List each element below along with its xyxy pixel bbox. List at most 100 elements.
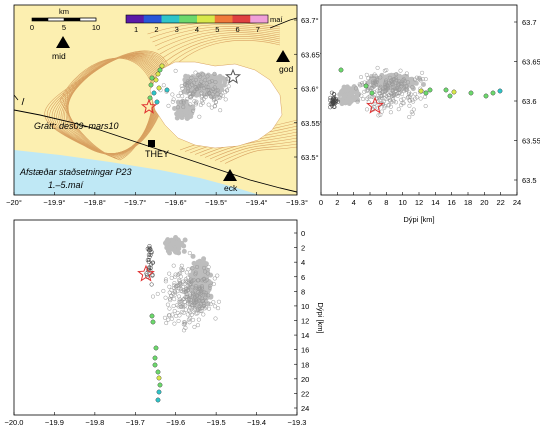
contour-line xyxy=(149,24,281,39)
event-marker xyxy=(405,80,411,85)
relocated-event xyxy=(154,99,160,105)
event-marker xyxy=(177,299,182,304)
y-tick-label: 63.6 xyxy=(522,97,537,106)
event-marker xyxy=(407,114,412,120)
x-tick-label: 16 xyxy=(447,198,455,207)
contour-line xyxy=(56,54,166,154)
event-marker xyxy=(198,291,203,296)
contour-line xyxy=(224,146,297,164)
event-marker xyxy=(190,304,195,309)
event-marker xyxy=(361,96,366,102)
road-line xyxy=(269,17,297,29)
relocated-event xyxy=(149,75,155,81)
relocated-event xyxy=(490,90,496,96)
y-tick-label: 2 xyxy=(301,244,305,253)
x-axis-title: Dýpi [km] xyxy=(403,215,434,224)
event-marker xyxy=(405,87,410,92)
event-marker xyxy=(184,294,189,299)
event-marker xyxy=(181,297,186,302)
event-marker xyxy=(199,95,204,100)
relocated-event xyxy=(418,88,424,94)
event-marker xyxy=(209,78,214,84)
event-blob xyxy=(213,77,219,83)
colorbar-tick: 4 xyxy=(195,25,199,34)
x-tick-label: 0 xyxy=(319,198,323,207)
x-tick-label: 14 xyxy=(431,198,439,207)
event-marker xyxy=(211,300,216,305)
event-marker xyxy=(203,279,208,284)
event-blob xyxy=(409,76,415,82)
event-marker xyxy=(372,73,377,78)
event-marker xyxy=(188,102,193,107)
event-marker xyxy=(205,271,210,276)
event-marker xyxy=(167,284,172,289)
relocated-event xyxy=(156,389,162,395)
event-marker xyxy=(410,85,415,90)
x-tick-label: 4 xyxy=(352,198,356,207)
event-marker xyxy=(414,95,419,100)
event-marker xyxy=(353,86,359,91)
event-blob xyxy=(168,245,174,251)
x-tick-label: −19.6° xyxy=(165,198,187,207)
event-marker xyxy=(203,290,208,296)
event-marker xyxy=(145,258,150,263)
colorbar-unit: maí xyxy=(270,15,283,24)
event-blob xyxy=(354,90,360,96)
event-marker xyxy=(204,277,209,283)
event-marker xyxy=(173,68,178,73)
event-marker xyxy=(175,303,180,308)
event-marker xyxy=(192,296,197,302)
event-marker xyxy=(199,290,204,295)
contour-line xyxy=(162,34,281,59)
event-marker xyxy=(170,312,175,317)
y-tick-label: 63.7° xyxy=(301,16,319,25)
colorbar-tick: 2 xyxy=(154,25,158,34)
relocated-event xyxy=(483,93,489,99)
event-marker xyxy=(187,320,192,325)
relocated-event xyxy=(151,90,157,96)
relocated-event xyxy=(153,345,159,351)
event-blob xyxy=(200,261,206,267)
event-marker xyxy=(172,288,177,293)
event-marker xyxy=(176,318,181,324)
relocated-event xyxy=(148,82,154,88)
colorbar-swatch xyxy=(161,15,180,23)
event-marker xyxy=(201,312,206,317)
event-marker xyxy=(150,273,155,278)
event-marker xyxy=(180,267,185,272)
event-marker xyxy=(395,85,400,91)
event-marker xyxy=(161,288,166,293)
mainshock-star xyxy=(366,96,384,114)
event-marker xyxy=(146,252,151,258)
event-marker xyxy=(378,75,383,80)
y-tick-label: 10 xyxy=(301,302,309,311)
scale-tick: 0 xyxy=(30,23,34,32)
event-marker xyxy=(375,65,380,70)
y-tick-label: 63.65 xyxy=(522,58,540,67)
relocated-event xyxy=(152,355,158,361)
event-marker xyxy=(179,304,184,309)
event-marker xyxy=(372,101,377,106)
station-eck: eck xyxy=(223,169,238,193)
y-tick-label: 18 xyxy=(301,360,309,369)
event-marker xyxy=(204,92,209,97)
relocated-event xyxy=(155,369,161,375)
event-marker xyxy=(187,294,193,299)
event-marker xyxy=(197,285,202,290)
event-marker xyxy=(388,97,393,103)
event-blob xyxy=(196,270,202,276)
event-marker xyxy=(193,288,198,293)
relocated-event xyxy=(153,77,159,83)
event-marker xyxy=(379,96,384,101)
x-tick-label: −19.7 xyxy=(126,418,145,427)
colorbar-swatch xyxy=(250,15,269,23)
event-marker xyxy=(193,272,198,277)
event-blob xyxy=(183,87,189,93)
y-tick-label: 22 xyxy=(301,389,309,398)
event-marker xyxy=(199,285,204,290)
event-marker xyxy=(195,323,200,328)
depth-lat-y-axis: 63.5 63.55 63.6 63.65 63.7 xyxy=(514,18,540,185)
x-tick-label: 24 xyxy=(513,198,521,207)
event-marker xyxy=(420,77,425,82)
event-marker xyxy=(369,85,374,90)
